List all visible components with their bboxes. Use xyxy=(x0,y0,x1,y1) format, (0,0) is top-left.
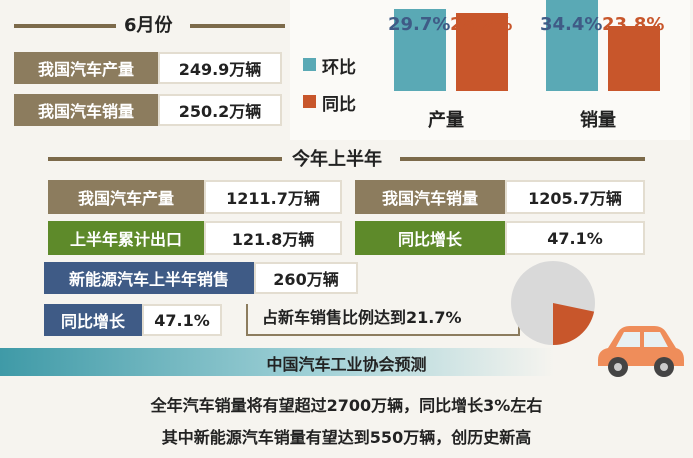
legend-label-yoy: 同比 xyxy=(322,95,356,115)
forecast-line-1: 全年汽车销量将有望超过2700万辆，同比增长3%左右 xyxy=(150,396,543,415)
h1-header-line-right xyxy=(400,157,645,161)
forecast-title: 中国汽车工业协会预测 xyxy=(266,355,427,374)
nev-growth-label: 同比增长 xyxy=(44,304,142,336)
share-pie xyxy=(511,261,595,345)
share-text: 占新车销售比例达到21.7% xyxy=(258,304,466,328)
car-icon xyxy=(598,326,684,377)
car-window-front xyxy=(616,332,640,347)
bar-label-yoy-1: 23.8% xyxy=(602,14,665,35)
forecast-line-2: 其中新能源汽车销量有望达到550万辆，创历史新高 xyxy=(161,428,532,447)
nev-label: 新能源汽车上半年销售 xyxy=(44,262,254,294)
june-production-label: 我国汽车产量 xyxy=(14,52,158,84)
bars-layer: 29.7% 28.2% 产量 34.4% 23.8% 销量 xyxy=(290,0,690,140)
category-label-0: 产量 xyxy=(428,110,464,131)
bar-label-mom-1: 34.4% xyxy=(540,14,603,35)
car-body xyxy=(598,326,684,366)
nev-growth-value: 47.1% xyxy=(142,304,222,336)
legend-swatch-mom xyxy=(303,58,316,71)
h1-export-growth-value: 47.1% xyxy=(505,221,645,255)
bar-label-mom-0: 29.7% xyxy=(388,14,451,35)
legend-swatch-yoy xyxy=(303,95,316,108)
h1-title: 今年上半年 xyxy=(292,149,382,170)
nev-value: 260万辆 xyxy=(254,262,358,294)
june-sales-value: 250.2万辆 xyxy=(158,94,282,126)
car-window-rear xyxy=(644,332,668,347)
category-label-1: 销量 xyxy=(580,110,616,131)
forecast-band xyxy=(0,348,693,376)
h1-header-line-left xyxy=(48,157,282,161)
june-production-value: 249.9万辆 xyxy=(158,52,282,84)
h1-export-value: 121.8万辆 xyxy=(204,221,342,255)
bar-mom-1 xyxy=(546,0,598,91)
june-header-line-left xyxy=(14,24,116,28)
car-wheel-front-hub xyxy=(614,363,622,371)
bar-yoy-1 xyxy=(608,25,660,91)
june-chart: 环比 同比 29.7% 28.2% 产量 34.4% 23.8% 销量 xyxy=(290,0,690,140)
car-wheel-rear-hub xyxy=(660,363,668,371)
h1-production-value: 1211.7万辆 xyxy=(204,180,342,214)
bar-yoy-0 xyxy=(456,13,508,91)
legend-label-mom: 环比 xyxy=(322,58,356,78)
june-sales-label: 我国汽车销量 xyxy=(14,94,158,126)
h1-sales-label: 我国汽车销量 xyxy=(355,180,505,214)
h1-export-growth-label: 同比增长 xyxy=(355,221,505,255)
pie-slice-nev-share xyxy=(553,303,595,345)
bar-mom-0 xyxy=(394,9,446,91)
june-title: 6月份 xyxy=(124,15,173,36)
june-header-line-right xyxy=(190,24,285,28)
h1-sales-value: 1205.7万辆 xyxy=(505,180,645,214)
h1-export-label: 上半年累计出口 xyxy=(48,221,204,255)
bar-label-yoy-0: 28.2% xyxy=(450,14,513,35)
h1-production-label: 我国汽车产量 xyxy=(48,180,204,214)
